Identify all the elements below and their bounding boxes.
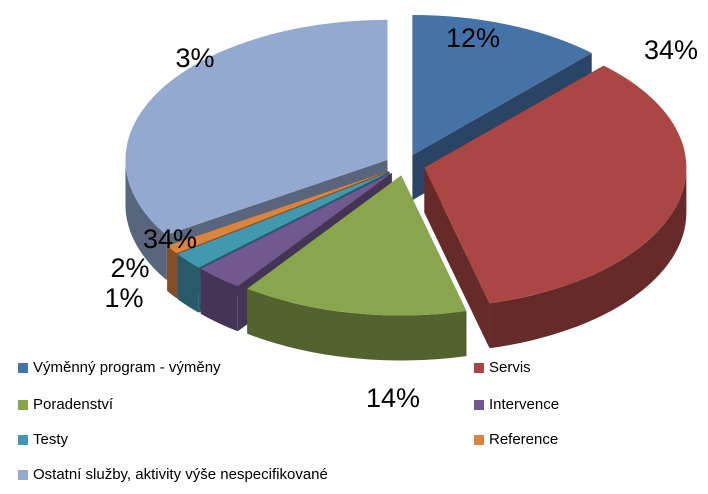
legend-label: Výměnný program - výměny (33, 359, 221, 376)
slice (167, 171, 389, 254)
slice (247, 175, 467, 316)
slice-wall (247, 288, 467, 361)
legend-swatch (18, 435, 28, 445)
legend-label: Intervence (489, 396, 559, 413)
legend-label: Testy (33, 431, 69, 448)
data-label: 1% (104, 283, 143, 313)
data-label: 3% (175, 43, 214, 73)
slice (412, 15, 592, 156)
legend-swatch (474, 435, 484, 445)
data-label: 12% (446, 23, 500, 53)
legend-label: Ostatní služby, aktivity výše nespecifik… (33, 466, 328, 483)
legend-swatch (18, 400, 28, 410)
slice-wall (200, 268, 238, 332)
slice (200, 173, 392, 287)
legend-label: Servis (489, 359, 531, 376)
data-label: 2% (110, 253, 149, 283)
legend-swatch (474, 400, 484, 410)
slice-wall (489, 167, 687, 349)
slice-wall (177, 254, 199, 313)
data-label: 34% (143, 224, 197, 254)
legend-swatch (18, 363, 28, 373)
data-label: 34% (644, 35, 698, 65)
legend-label: Poradenství (33, 396, 114, 413)
data-label: 14% (366, 383, 420, 413)
slice (424, 65, 687, 304)
slice (125, 19, 388, 235)
slice-side (200, 173, 392, 314)
slice-wall (167, 246, 177, 299)
legend-swatch (18, 470, 28, 480)
slice (177, 171, 390, 268)
legend-swatch (474, 363, 484, 373)
legend-label: Reference (489, 431, 558, 448)
slice-side (424, 167, 490, 349)
slice-wall (125, 159, 167, 280)
